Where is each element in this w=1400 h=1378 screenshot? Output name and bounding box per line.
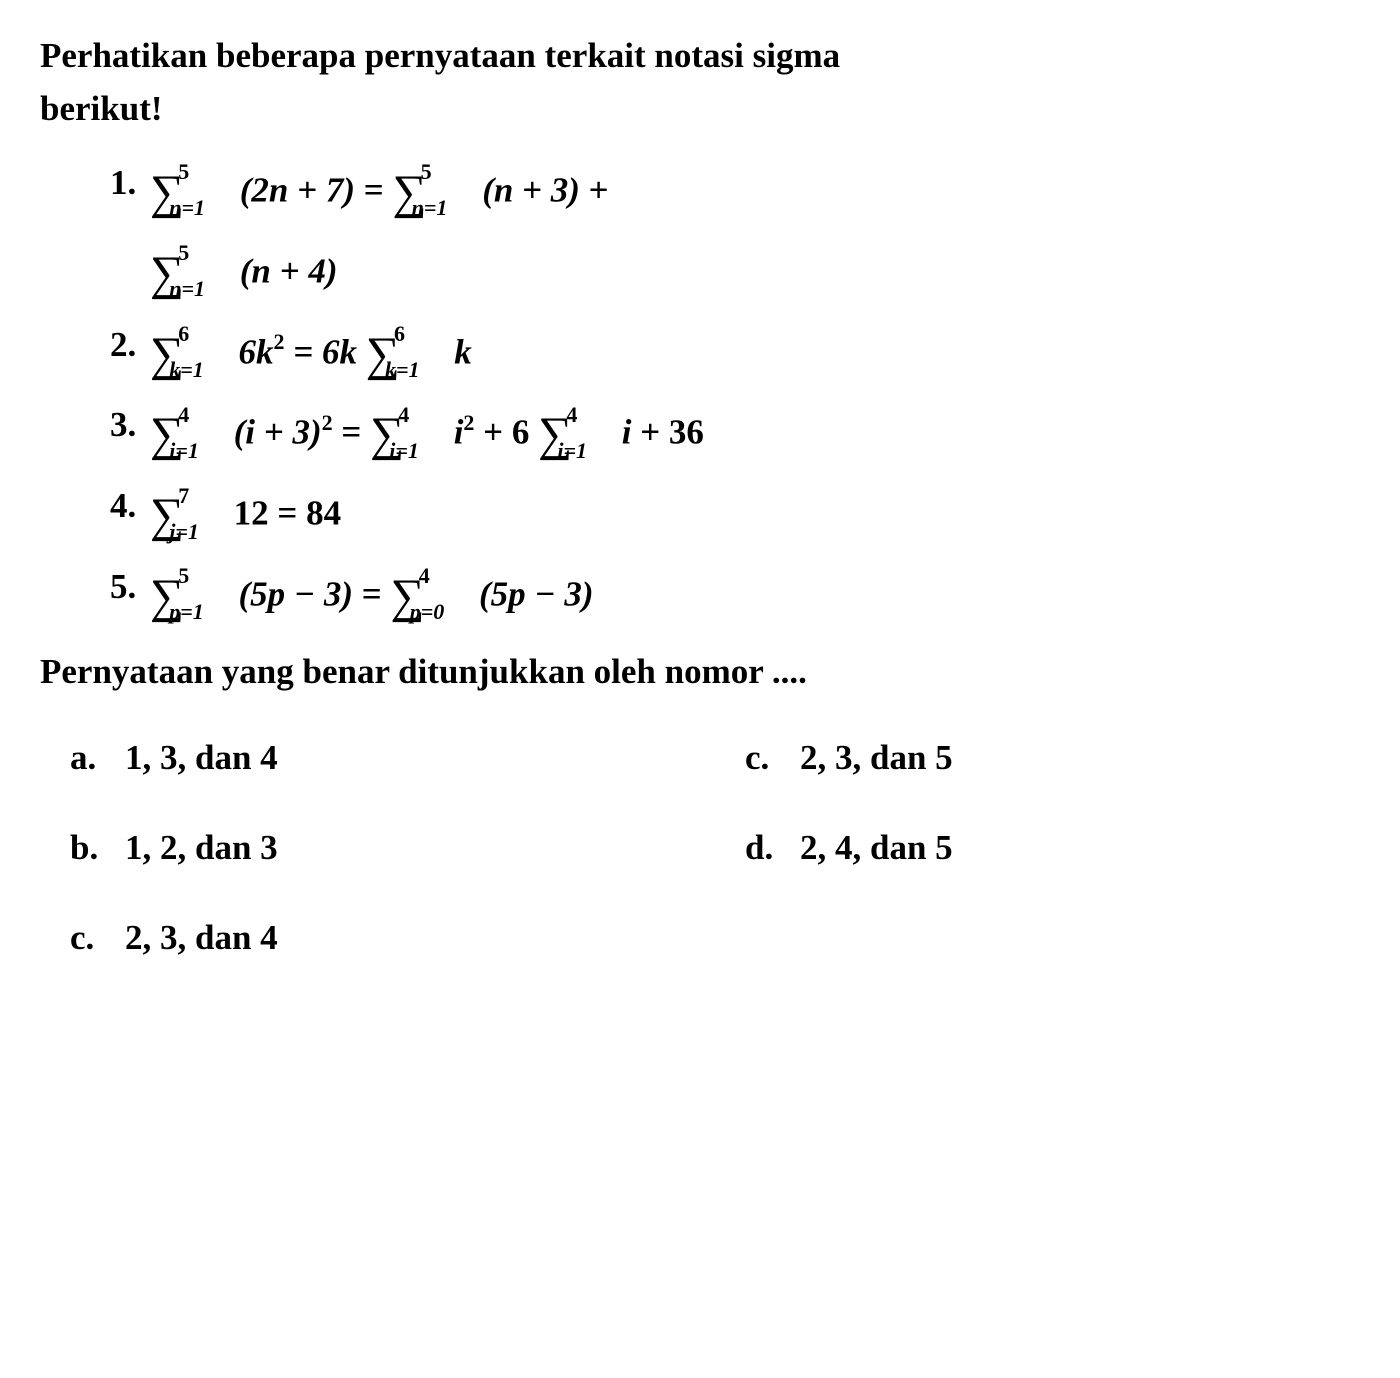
sigma-lower: i=1 xyxy=(169,438,199,463)
sigma-upper: 4 xyxy=(398,402,409,427)
sigma-lower: k=1 xyxy=(385,357,420,382)
statement-1: 1. ∑5n=1 (2n + 7) = ∑5n=1 (n + 3) + xyxy=(110,155,1360,232)
sigma-expr: k xyxy=(454,332,472,371)
sigma-lower: k=1 xyxy=(169,357,204,382)
statement-1-cont: ∑5n=1 (n + 4) xyxy=(110,236,1360,313)
sigma-lower: n=1 xyxy=(169,195,205,220)
option-text: 2, 3, dan 5 xyxy=(800,738,953,778)
sigma-expr: (n + 4) xyxy=(240,251,338,290)
statement-content: ∑4i=1 (i + 3)2 = ∑4i=1 i2 + 6 ∑4i=1 i + … xyxy=(150,397,1360,474)
statement-content: ∑5n=1 (n + 4) xyxy=(150,236,1360,313)
closing-text: Pernyataan yang benar ditunjukkan oleh n… xyxy=(40,646,1360,699)
sigma-expr: 6k xyxy=(239,332,274,371)
option-text: 1, 2, dan 3 xyxy=(125,828,278,868)
sigma-lower: n=1 xyxy=(169,276,205,301)
option-b[interactable]: b. 1, 2, dan 3 xyxy=(70,828,685,868)
option-a[interactable]: a. 1, 3, dan 4 xyxy=(70,738,685,778)
intro-line-2: berikut! xyxy=(40,83,1360,136)
option-c-1[interactable]: c. 2, 3, dan 5 xyxy=(745,738,1360,778)
sigma-upper: 5 xyxy=(178,240,189,265)
statement-number: 2. xyxy=(110,317,150,373)
exponent: 2 xyxy=(463,410,474,435)
exponent: 2 xyxy=(274,329,285,354)
option-c-2[interactable]: c. 2, 3, dan 4 xyxy=(70,918,685,958)
option-letter: b. xyxy=(70,828,125,868)
option-text: 2, 4, dan 5 xyxy=(800,828,953,868)
statement-5: 5. ∑5p=1 (5p − 3) = ∑4p=0 (5p − 3) xyxy=(110,559,1360,636)
statement-content: ∑7j=1 12 = 84 xyxy=(150,478,1360,555)
statement-content: ∑5p=1 (5p − 3) = ∑4p=0 (5p − 3) xyxy=(150,559,1360,636)
sigma-lower: p=1 xyxy=(169,599,204,624)
sigma-lower: j=1 xyxy=(169,519,199,544)
statement-number: 4. xyxy=(110,478,150,534)
sigma-expr: (5p − 3) xyxy=(239,574,354,613)
option-d[interactable]: d. 2, 4, dan 5 xyxy=(745,828,1360,868)
sigma-upper: 7 xyxy=(178,483,189,508)
plus: + xyxy=(589,170,609,209)
statement-3: 3. ∑4i=1 (i + 3)2 = ∑4i=1 i2 + 6 ∑4i=1 i… xyxy=(110,397,1360,474)
sigma-upper: 4 xyxy=(419,563,430,588)
sigma-upper: 6 xyxy=(394,321,405,346)
mid: + 6 xyxy=(483,413,538,452)
equals: = xyxy=(362,574,391,613)
statement-content: ∑6k=1 6k2 = 6k ∑6k=1 k xyxy=(150,317,1360,394)
statements-list: 1. ∑5n=1 (2n + 7) = ∑5n=1 (n + 3) + ∑5n=… xyxy=(40,155,1360,636)
sigma-lower: i=1 xyxy=(389,438,419,463)
option-letter: a. xyxy=(70,738,125,778)
statement-content: ∑5n=1 (2n + 7) = ∑5n=1 (n + 3) + xyxy=(150,155,1360,232)
option-text: 2, 3, dan 4 xyxy=(125,918,278,958)
sigma-upper: 5 xyxy=(421,159,432,184)
equals: = 6k xyxy=(293,332,365,371)
tail: + 36 xyxy=(640,413,704,452)
statement-4: 4. ∑7j=1 12 = 84 xyxy=(110,478,1360,555)
sigma-expr: (n + 3) xyxy=(482,170,580,209)
sigma-expr: (2n + 7) xyxy=(240,170,355,209)
sigma-upper: 6 xyxy=(178,321,189,346)
sigma-lower: n=1 xyxy=(412,195,448,220)
equals: = xyxy=(364,170,393,209)
option-letter: d. xyxy=(745,828,800,868)
statement-number: 3. xyxy=(110,397,150,453)
statement-2: 2. ∑6k=1 6k2 = 6k ∑6k=1 k xyxy=(110,317,1360,394)
question-intro: Perhatikan beberapa pernyataan terkait n… xyxy=(40,30,1360,135)
options-grid: a. 1, 3, dan 4 c. 2, 3, dan 5 b. 1, 2, d… xyxy=(40,738,1360,958)
sigma-lower: p=0 xyxy=(410,599,445,624)
option-letter: c. xyxy=(745,738,800,778)
statement-number: 5. xyxy=(110,559,150,615)
sigma-expr: 12 xyxy=(234,494,269,533)
sigma-expr: (i + 3) xyxy=(234,413,322,452)
exponent: 2 xyxy=(322,410,333,435)
equals: = xyxy=(341,413,370,452)
sigma-upper: 4 xyxy=(566,402,577,427)
sigma-upper: 5 xyxy=(178,563,189,588)
sigma-upper: 5 xyxy=(178,159,189,184)
option-letter: c. xyxy=(70,918,125,958)
sigma-expr: i xyxy=(454,413,464,452)
statement-number: 1. xyxy=(110,155,150,211)
intro-line-1: Perhatikan beberapa pernyataan terkait n… xyxy=(40,30,1360,83)
sigma-expr: i xyxy=(622,413,632,452)
sigma-expr: (5p − 3) xyxy=(479,574,594,613)
sigma-lower: i=1 xyxy=(557,438,587,463)
equals: = 84 xyxy=(277,494,341,533)
sigma-upper: 4 xyxy=(178,402,189,427)
option-text: 1, 3, dan 4 xyxy=(125,738,278,778)
